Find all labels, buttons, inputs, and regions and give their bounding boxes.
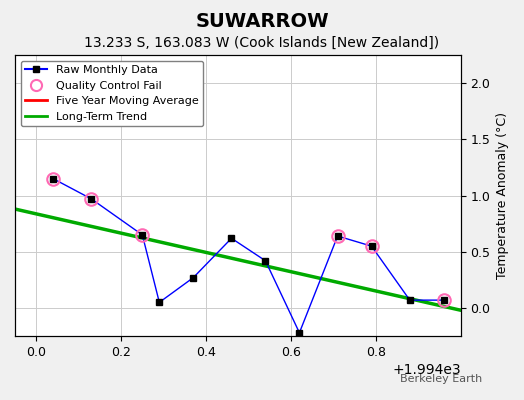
Text: 13.233 S, 163.083 W (Cook Islands [New Zealand]): 13.233 S, 163.083 W (Cook Islands [New Z… (84, 36, 440, 50)
Legend: Raw Monthly Data, Quality Control Fail, Five Year Moving Average, Long-Term Tren: Raw Monthly Data, Quality Control Fail, … (20, 60, 203, 126)
Text: SUWARROW: SUWARROW (195, 12, 329, 31)
Text: Berkeley Earth: Berkeley Earth (400, 374, 482, 384)
Y-axis label: Temperature Anomaly (°C): Temperature Anomaly (°C) (496, 112, 509, 279)
